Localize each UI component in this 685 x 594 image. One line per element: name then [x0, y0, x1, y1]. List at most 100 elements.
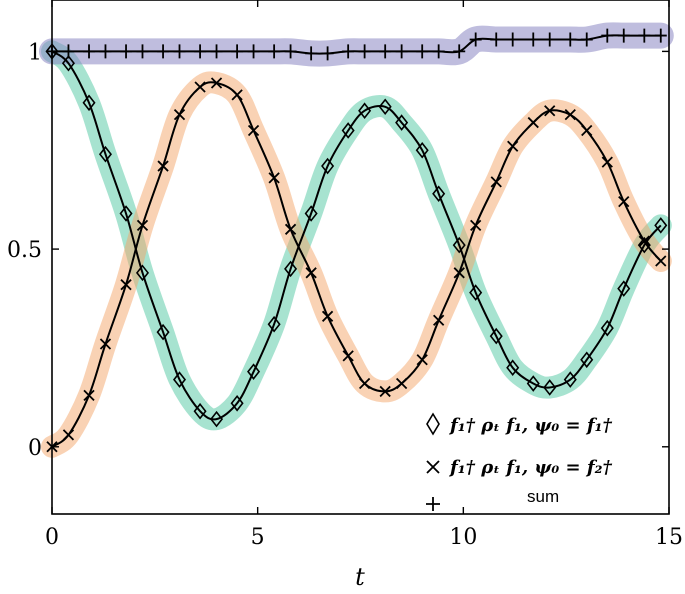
series-2-point [564, 109, 576, 121]
series-3-point [617, 28, 630, 43]
series-2-point [618, 196, 630, 208]
series-2-point [136, 219, 149, 232]
series-2-point [157, 160, 169, 172]
series-3-point [395, 44, 408, 59]
series-1-point [506, 359, 520, 377]
x-axis-ticks: 0 5 10 15 [45, 0, 683, 550]
series-3-point [321, 46, 334, 61]
series-3-point [305, 46, 318, 61]
series-1-point [82, 94, 96, 112]
series-1-point [637, 236, 651, 254]
series-1-point [321, 157, 335, 175]
series-1-point [489, 327, 503, 345]
series-2-curve [51, 81, 662, 448]
series-1-point [617, 280, 631, 297]
plot-frame [51, 0, 670, 515]
series-1-point [563, 371, 577, 388]
series-2-point [231, 89, 243, 101]
series-3-point [490, 32, 503, 47]
legend-entry-3: sum [426, 487, 559, 511]
series-2-point [655, 255, 667, 267]
series-2-point [433, 314, 445, 326]
x-tick-label: 5 [251, 525, 265, 550]
series-2-point [99, 338, 112, 350]
series-1-point [432, 185, 446, 203]
series-1-point [600, 319, 614, 337]
series-3-point [231, 44, 244, 59]
series-1-point [543, 379, 557, 396]
series-3-point [62, 44, 75, 59]
series-3-point [173, 44, 186, 59]
series-2-point [470, 219, 482, 232]
legend-marker-diamond-icon [426, 412, 440, 436]
series-1-point [172, 371, 187, 388]
series-3-point [342, 44, 355, 59]
series-3-point [506, 32, 519, 47]
series-3-point [379, 44, 392, 59]
series-3-point [99, 44, 112, 59]
data-markers [45, 28, 668, 453]
series-3-point [580, 32, 593, 47]
y-tick-label: 0.5 [7, 238, 42, 263]
y-axis-ticks: 00.51 [7, 40, 669, 461]
series-3-point [469, 32, 482, 47]
series-3-point [120, 44, 133, 59]
series-3-point [416, 44, 429, 59]
series-1-point [284, 260, 298, 278]
series-2-point [453, 267, 465, 279]
model-curves [51, 34, 662, 448]
series-2-point [358, 377, 371, 390]
series-1-point [247, 363, 261, 380]
series-1-point [526, 375, 540, 392]
series-1-point [230, 394, 244, 412]
series-1-curve [51, 50, 662, 421]
series-1-point [135, 264, 150, 282]
series-2-point [120, 279, 132, 291]
series-2-point [379, 385, 391, 398]
series-3-point [268, 44, 281, 59]
series-2-point [268, 172, 280, 184]
series-3-point [601, 28, 614, 43]
series-2-point [284, 223, 297, 235]
series-3-point [358, 44, 371, 59]
x-tick-label: 0 [45, 525, 59, 550]
series-1-point [358, 102, 372, 120]
series-2-point [395, 377, 408, 390]
series-2-point [601, 156, 613, 168]
series-3-point [654, 28, 667, 43]
series-2-point [416, 354, 428, 366]
series-2-point [507, 140, 519, 152]
series-2-point [490, 176, 502, 188]
series-1-point [267, 315, 281, 333]
series-2-point [247, 124, 260, 137]
series-3-point [564, 32, 577, 47]
legend-entry-1: f₁† ρₜ f₁, ψ₀ = f₁† [426, 412, 612, 436]
series-3-point [284, 44, 297, 59]
series-3-curve [52, 34, 661, 55]
legend-marker-x-icon [426, 460, 440, 474]
legend-label-1: f₁† ρₜ f₁, ψ₀ = f₁† [448, 415, 612, 436]
series-1-point [580, 351, 594, 369]
series-1-point [395, 114, 409, 131]
y-tick-label: 1 [28, 40, 42, 65]
series-1-point [469, 284, 483, 301]
series-2-point [638, 235, 650, 247]
series-3-point [638, 28, 651, 43]
legend-label-2: f₁† ρₜ f₁, ψ₀ = f₂† [448, 457, 612, 478]
series-2-point [581, 124, 593, 137]
series-1-point [119, 205, 133, 222]
series-1-point [210, 410, 224, 428]
series-2-point [305, 267, 317, 279]
series-1-point [193, 402, 207, 420]
series-1-point [415, 141, 429, 159]
x-tick-label: 15 [655, 525, 683, 550]
legend: f₁† ρₜ f₁, ψ₀ = f₁† f₁† ρₜ f₁, ψ₀ = f₂† … [426, 412, 612, 511]
series-2-point [342, 350, 354, 362]
series-1-point [61, 54, 75, 72]
series-1-point [304, 205, 318, 222]
series-2-point [173, 109, 186, 121]
series-3-point [453, 44, 466, 59]
series-3-point [543, 32, 556, 47]
series-3-point [194, 44, 207, 59]
